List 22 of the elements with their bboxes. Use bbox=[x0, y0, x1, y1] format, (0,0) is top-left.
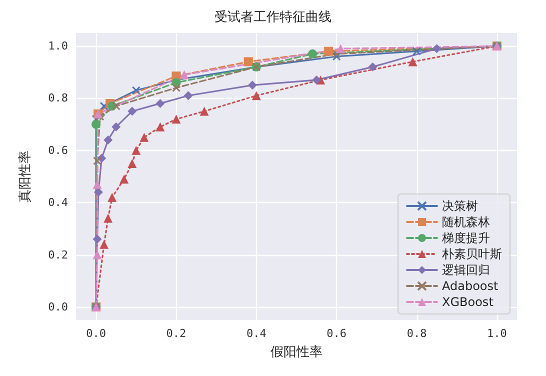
legend-label: 决策树 bbox=[442, 199, 478, 213]
x-tick-label: 0.4 bbox=[246, 327, 267, 340]
y-tick-label: 0.4 bbox=[48, 196, 68, 210]
legend-label: 梯度提升 bbox=[441, 231, 490, 245]
y-tick-label: 0.2 bbox=[48, 248, 68, 262]
x-axis-title: 假阳性率 bbox=[270, 344, 322, 360]
legend-label: 随机森林 bbox=[442, 215, 490, 229]
y-tick-label: 1.0 bbox=[48, 40, 68, 53]
y-tick-label: 0.0 bbox=[48, 300, 68, 314]
legend-label: 逻辑回归 bbox=[442, 263, 490, 277]
y-tick-label: 0.8 bbox=[48, 92, 68, 105]
x-tick-label: 0.0 bbox=[86, 327, 106, 340]
x-tick-label: 0.6 bbox=[326, 327, 347, 340]
y-tick-label: 0.6 bbox=[48, 144, 68, 157]
legend-label: 朴素贝叶斯 bbox=[441, 247, 502, 261]
legend-label: XGBoost bbox=[442, 295, 494, 309]
y-axis-title: 真阳性率 bbox=[17, 150, 33, 202]
chart-title: 受试者工作特征曲线 bbox=[214, 10, 332, 25]
x-tick-label: 0.2 bbox=[166, 327, 186, 340]
x-tick-label: 1.0 bbox=[487, 327, 507, 340]
x-tick-label: 0.8 bbox=[406, 327, 427, 340]
legend-label: Adaboost bbox=[442, 279, 499, 293]
